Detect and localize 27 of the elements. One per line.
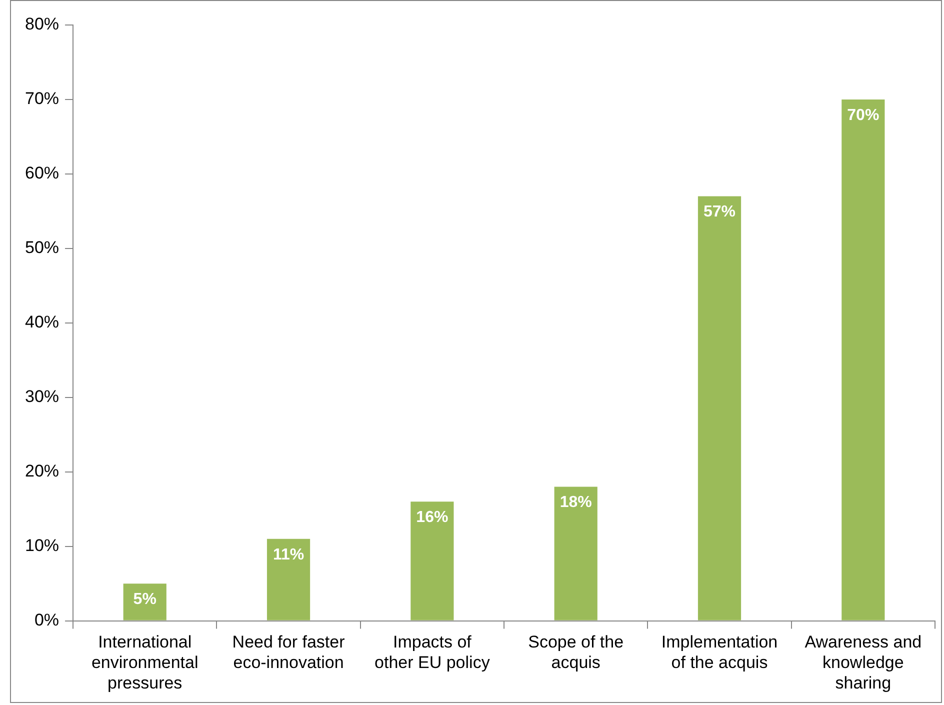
y-tick-label: 0% — [34, 610, 60, 630]
y-tick-label: 20% — [24, 462, 60, 481]
bar — [842, 99, 885, 620]
y-tick-label: 30% — [24, 387, 60, 406]
data-label: 16% — [416, 509, 448, 526]
x-tick-label: Need for faster eco-innovation — [232, 632, 346, 672]
x-tick-label: Implementation of the acquis — [661, 632, 778, 672]
bar — [410, 502, 454, 620]
x-tick-label: Scope of the acquis — [528, 632, 624, 672]
y-tick-label: 80% — [24, 14, 60, 34]
bar — [698, 196, 742, 620]
y-tick-label: 10% — [24, 536, 60, 556]
data-label: 70% — [847, 106, 880, 124]
bar — [554, 486, 598, 620]
x-tick-label: International environmental pressures — [91, 632, 198, 692]
x-tick-label: Impacts of other EU policy — [374, 632, 490, 672]
y-tick-label: 50% — [24, 238, 60, 258]
bar — [266, 538, 310, 620]
data-label: 57% — [703, 204, 736, 221]
y-tick-label: 40% — [24, 312, 60, 332]
data-label: 5% — [133, 590, 156, 608]
y-tick-label: 60% — [24, 164, 60, 183]
data-label: 11% — [272, 546, 304, 564]
y-tick-label: 70% — [24, 89, 60, 108]
bar — [123, 584, 166, 620]
data-label: 18% — [560, 494, 592, 512]
x-tick-label: Awareness and knowledge sharing — [804, 632, 922, 692]
